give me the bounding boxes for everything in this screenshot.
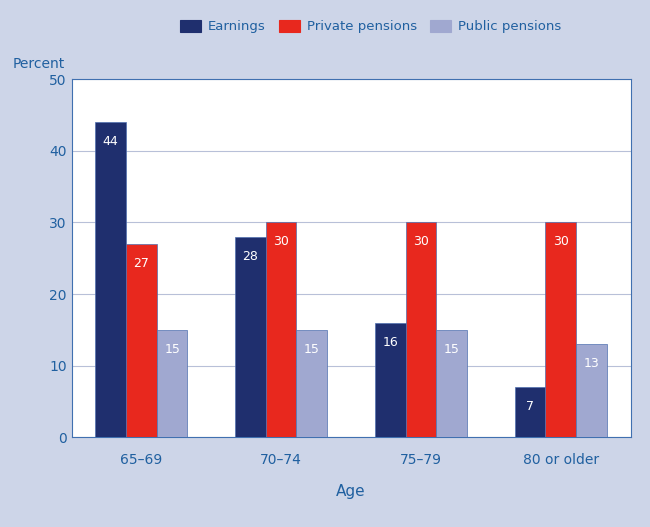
Text: 7: 7 xyxy=(526,400,534,413)
Bar xyxy=(406,222,436,437)
Legend: Earnings, Private pensions, Public pensions: Earnings, Private pensions, Public pensi… xyxy=(175,15,566,38)
Text: 30: 30 xyxy=(273,235,289,248)
Text: Age: Age xyxy=(336,484,366,499)
Bar xyxy=(436,330,467,437)
Bar xyxy=(296,330,327,437)
Text: 80 or older: 80 or older xyxy=(523,453,599,466)
Bar xyxy=(515,387,545,437)
Text: 16: 16 xyxy=(382,336,398,349)
Bar xyxy=(576,344,606,437)
Text: 15: 15 xyxy=(304,343,320,356)
Text: 30: 30 xyxy=(552,235,569,248)
Text: 65–69: 65–69 xyxy=(120,453,162,466)
Bar xyxy=(375,323,406,437)
Text: 15: 15 xyxy=(164,343,180,356)
Bar xyxy=(157,330,187,437)
Text: Percent: Percent xyxy=(13,57,65,71)
Text: 30: 30 xyxy=(413,235,429,248)
Text: 44: 44 xyxy=(103,135,118,148)
Bar xyxy=(235,237,266,437)
Text: 75–79: 75–79 xyxy=(400,453,442,466)
Text: 70–74: 70–74 xyxy=(260,453,302,466)
Text: 15: 15 xyxy=(444,343,460,356)
Text: 28: 28 xyxy=(242,250,258,262)
Bar xyxy=(545,222,576,437)
Bar xyxy=(126,244,157,437)
Text: 13: 13 xyxy=(584,357,599,370)
Bar xyxy=(266,222,296,437)
Text: 27: 27 xyxy=(133,257,150,270)
Bar xyxy=(96,122,126,437)
